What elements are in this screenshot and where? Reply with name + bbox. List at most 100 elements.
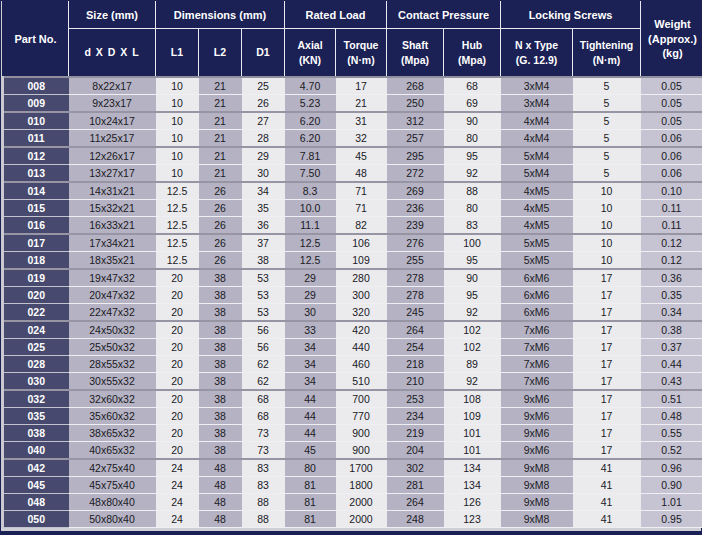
cell-shaft-mpa: 257 [387,130,444,148]
cell-shaft-mpa: 234 [387,408,444,425]
cell-l2: 38 [199,373,242,391]
cell-shaft-mpa: 295 [387,147,444,165]
cell-tightening-nm: 10 [573,200,641,217]
cell-d1: 88 [242,494,285,511]
cell-screw-type: 9xM6 [501,390,573,408]
cell-size: 8x22x17 [69,77,156,95]
header-size-dxdxl: d X D X L [69,29,156,78]
table-row: 01616x33x2112.5263611.182239834xM5100.11 [3,217,702,235]
cell-shaft-mpa: 255 [387,252,444,270]
cell-axial-kn: 44 [285,425,336,442]
cell-torque-nm: 32 [336,130,387,148]
table-row: 01414x31x2112.526348.371269884xM5100.10 [3,182,702,200]
cell-d1: 27 [242,112,285,130]
table-row: 01919x47x3220385329280278906xM6170.36 [3,269,702,287]
cell-l2: 48 [199,494,242,511]
table-row: 02020x47x3220385329300278956xM6170.35 [3,287,702,304]
cell-size: 22x47x32 [69,304,156,322]
cell-hub-mpa: 101 [444,425,501,442]
table-bottom-bar [1,531,701,535]
cell-hub-mpa: 89 [444,356,501,373]
cell-tightening-nm: 41 [573,477,641,494]
cell-l1: 20 [156,287,199,304]
cell-screw-type: 9xM8 [501,511,573,528]
cell-d1: 88 [242,511,285,528]
cell-axial-kn: 11.1 [285,217,336,235]
cell-hub-mpa: 92 [444,373,501,391]
cell-l2: 48 [199,511,242,528]
cell-l2: 26 [199,252,242,270]
cell-hub-mpa: 92 [444,304,501,322]
cell-l2: 38 [199,390,242,408]
cell-tightening-nm: 5 [573,130,641,148]
cell-part-no: 040 [3,442,69,460]
cell-weight-kg: 0.05 [641,112,702,130]
cell-shaft-mpa: 278 [387,287,444,304]
cell-tightening-nm: 17 [573,356,641,373]
cell-d1: 83 [242,459,285,477]
cell-l1: 20 [156,373,199,391]
cell-screw-type: 6xM6 [501,287,573,304]
cell-size: 16x33x21 [69,217,156,235]
header-group-contact-pressure: Contact Pressure [387,2,501,29]
cell-part-no: 045 [3,477,69,494]
cell-torque-nm: 31 [336,112,387,130]
cell-size: 24x50x32 [69,321,156,339]
cell-part-no: 017 [3,234,69,252]
cell-shaft-mpa: 218 [387,356,444,373]
cell-tightening-nm: 41 [573,494,641,511]
cell-hub-mpa: 102 [444,321,501,339]
cell-d1: 68 [242,408,285,425]
cell-shaft-mpa: 278 [387,269,444,287]
cell-shaft-mpa: 269 [387,182,444,200]
table-row: 01818x35x2112.5263812.5109255955xM5100.1… [3,252,702,270]
header-torque-nm: Torque (N·m) [336,29,387,78]
cell-screw-type: 9xM8 [501,494,573,511]
cell-d1: 38 [242,252,285,270]
cell-l2: 21 [199,77,242,95]
cell-l1: 24 [156,459,199,477]
cell-tightening-nm: 17 [573,390,641,408]
cell-size: 48x80x40 [69,494,156,511]
cell-hub-mpa: 102 [444,339,501,356]
cell-weight-kg: 0.90 [641,477,702,494]
cell-l1: 10 [156,95,199,113]
cell-torque-nm: 320 [336,304,387,322]
cell-hub-mpa: 108 [444,390,501,408]
cell-torque-nm: 45 [336,147,387,165]
cell-torque-nm: 510 [336,373,387,391]
cell-torque-nm: 71 [336,200,387,217]
table-row: 03535x60x32203868447702341099xM6170.48 [3,408,702,425]
cell-size: 17x34x21 [69,234,156,252]
cell-part-no: 022 [3,304,69,322]
cell-d1: 37 [242,234,285,252]
cell-weight-kg: 0.05 [641,95,702,113]
cell-part-no: 008 [3,77,69,95]
cell-weight-kg: 0.06 [641,147,702,165]
cell-weight-kg: 0.48 [641,408,702,425]
cell-screw-type: 5xM4 [501,147,573,165]
cell-size: 28x55x32 [69,356,156,373]
cell-tightening-nm: 17 [573,269,641,287]
cell-l2: 26 [199,200,242,217]
cell-shaft-mpa: 302 [387,459,444,477]
cell-weight-kg: 0.12 [641,234,702,252]
cell-d1: 25 [242,77,285,95]
header-axial-kn: Axial (KN) [285,29,336,78]
cell-axial-kn: 34 [285,373,336,391]
cell-d1: 53 [242,304,285,322]
cell-torque-nm: 17 [336,77,387,95]
cell-axial-kn: 12.5 [285,252,336,270]
cell-tightening-nm: 41 [573,511,641,528]
cell-d1: 62 [242,373,285,391]
cell-axial-kn: 44 [285,390,336,408]
cell-shaft-mpa: 281 [387,477,444,494]
cell-shaft-mpa: 239 [387,217,444,235]
header-sub-row: d X D X L L1 L2 D1 Axial (KN) Torque (N·… [3,29,702,78]
cell-d1: 73 [242,442,285,460]
cell-torque-nm: 900 [336,425,387,442]
cell-d1: 28 [242,130,285,148]
cell-size: 35x60x32 [69,408,156,425]
table-row: 03838x65x32203873449002191019xM6170.55 [3,425,702,442]
cell-d1: 34 [242,182,285,200]
